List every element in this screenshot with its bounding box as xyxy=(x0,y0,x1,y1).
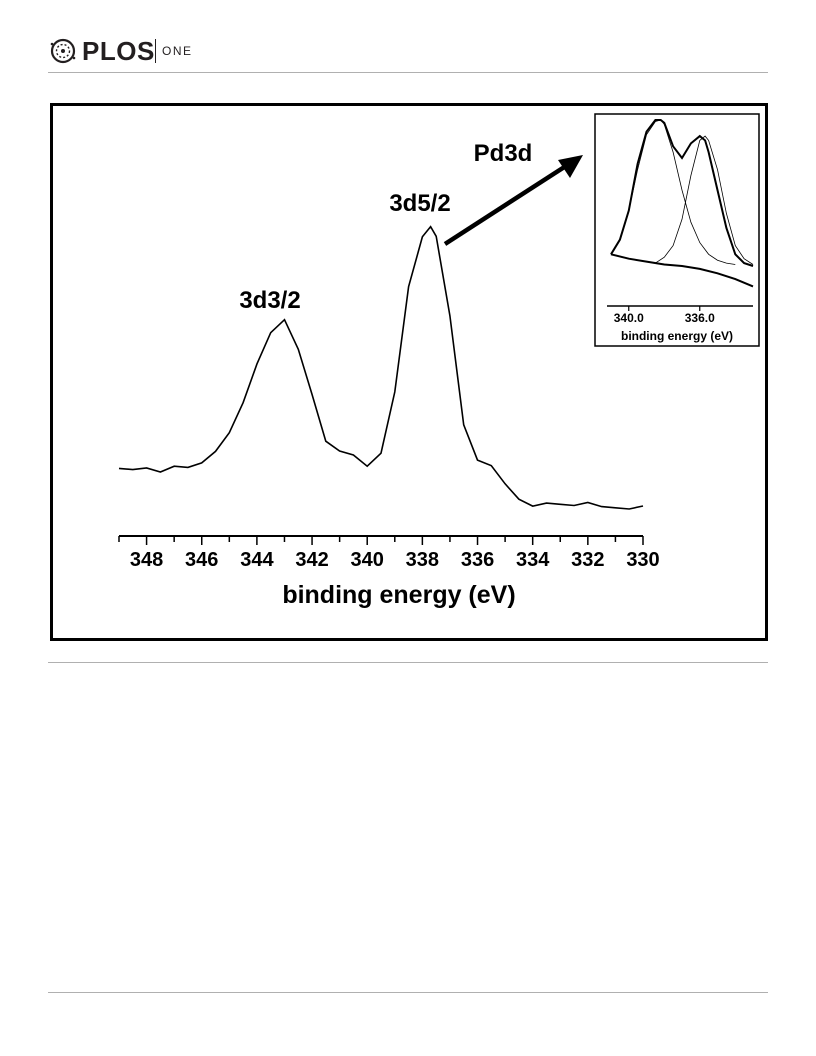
inset-series-line xyxy=(610,119,736,265)
inset-series-line xyxy=(655,135,754,265)
inset-tick-label: 340.0 xyxy=(614,311,644,325)
peak-label-3d5-2: 3d5/2 xyxy=(389,190,450,217)
x-tick-label: 344 xyxy=(240,549,274,571)
figure-frame: 348 346 344 342 340 338 336 334 332 330 binding e… xyxy=(50,103,768,641)
inset-x-axis-label: binding energy (eV) xyxy=(621,329,733,343)
pd3d-label: Pd3d xyxy=(474,140,533,167)
x-tick-label: 346 xyxy=(185,549,218,571)
inset-series-line xyxy=(610,119,754,267)
inset-x-axis: 340.0 336.0 xyxy=(607,305,753,325)
main-plot xyxy=(118,225,644,510)
spectrum-line xyxy=(118,225,644,510)
x-tick-label: 348 xyxy=(130,549,163,571)
peak-label-3d3-2: 3d3/2 xyxy=(239,287,300,314)
x-tick-label: 338 xyxy=(406,549,439,571)
pointer-arrow xyxy=(443,155,583,246)
logo-wordmark: PLOS xyxy=(82,36,155,66)
journal-name: ONE xyxy=(162,44,193,58)
x-tick-label: 340 xyxy=(351,549,384,571)
xps-chart: 348 346 344 342 340 338 336 334 332 330 binding e… xyxy=(118,113,760,609)
plos-logo-icon xyxy=(50,38,76,64)
footer-rule xyxy=(48,992,768,993)
x-tick-label: 332 xyxy=(571,549,604,571)
inset-series-line xyxy=(610,253,754,288)
x-axis-label: binding energy (eV) xyxy=(282,581,515,609)
inset-panel: 340.0 336.0 binding energy (eV) xyxy=(594,113,760,347)
inset-plot xyxy=(610,119,754,288)
x-tick-label: 330 xyxy=(626,549,659,571)
x-tick-label: 334 xyxy=(516,549,550,571)
figure-bottom-rule xyxy=(48,662,768,663)
x-tick-label: 342 xyxy=(295,549,328,571)
journal-header: PLOS ONE xyxy=(48,34,768,70)
x-axis: 348 346 344 342 340 338 336 334 332 330 xyxy=(118,535,660,571)
header-rule xyxy=(48,72,768,73)
x-tick-label: 336 xyxy=(461,549,494,571)
logo-separator xyxy=(155,39,156,63)
inset-tick-label: 336.0 xyxy=(685,311,715,325)
